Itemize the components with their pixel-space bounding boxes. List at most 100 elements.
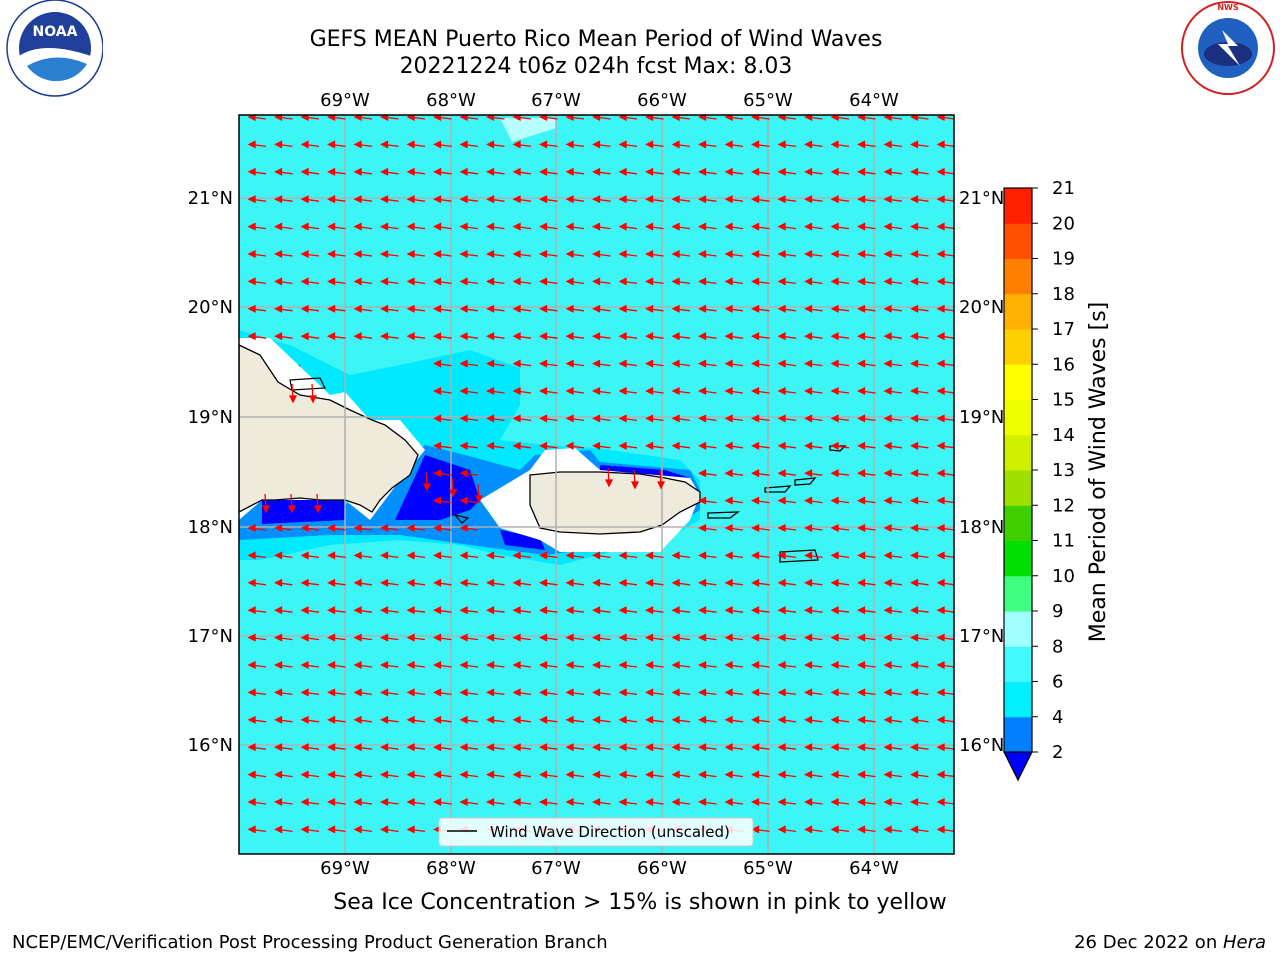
wave-direction-arrow — [327, 743, 346, 752]
wave-direction-arrow — [565, 277, 585, 286]
wave-direction-arrow — [380, 304, 399, 313]
wave-direction-arrow — [910, 304, 929, 313]
wave-direction-arrow — [353, 277, 373, 286]
wave-direction-arrow — [883, 825, 903, 834]
wave-direction-arrow — [274, 304, 293, 313]
wave-direction-arrow — [565, 633, 585, 642]
wave-direction-arrow — [857, 715, 876, 724]
lat-label: 17°N — [188, 626, 233, 647]
wave-direction-arrow — [698, 195, 717, 204]
wave-direction-arrow — [604, 467, 614, 488]
wave-direction-arrow — [830, 633, 850, 642]
wave-direction-arrow — [512, 578, 532, 587]
lat-labels-left: 21°N 20°N 19°N 18°N 17°N 16°N — [188, 188, 233, 756]
wave-direction-arrow — [910, 770, 929, 779]
wave-direction-arrow — [247, 277, 267, 286]
lon-label: 66°W — [637, 90, 687, 111]
wave-direction-arrow — [883, 578, 903, 587]
wave-direction-arrow — [645, 195, 664, 204]
wave-direction-arrow — [512, 606, 532, 615]
wave-direction-arrow — [565, 167, 585, 176]
wave-direction-arrow — [406, 523, 426, 533]
wave-direction-arrow — [565, 441, 585, 450]
wave-direction-arrow — [512, 359, 532, 368]
wave-direction-arrow — [592, 743, 611, 752]
colorbar-segment — [1004, 540, 1032, 577]
wave-direction-arrow — [287, 493, 297, 514]
wave-direction-arrow — [777, 167, 797, 176]
colorbar-segment — [1004, 399, 1032, 436]
wave-direction-arrow — [486, 551, 505, 560]
wave-direction-arrow — [777, 414, 797, 423]
wave-direction-arrow — [618, 222, 638, 231]
colorbar-tick-label: 15 — [1052, 390, 1075, 411]
wave-direction-arrow — [592, 715, 611, 724]
wave-direction-arrow — [406, 770, 426, 779]
wave-direction-arrow — [406, 688, 426, 697]
wave-direction-arrow — [645, 606, 664, 615]
wave-direction-arrow — [565, 688, 585, 697]
wave-direction-arrow — [592, 277, 611, 286]
wave-direction-arrow — [380, 743, 399, 752]
wave-direction-arrow — [327, 249, 346, 259]
wave-direction-arrow — [618, 277, 638, 286]
wave-direction-arrow — [300, 523, 320, 533]
wave-direction-arrow — [830, 222, 850, 231]
wave-direction-arrow — [777, 359, 797, 368]
wave-direction-arrow — [539, 715, 558, 724]
wave-direction-arrow — [751, 359, 770, 368]
wave-direction-arrow — [459, 660, 479, 670]
wave-direction-arrow — [247, 222, 267, 231]
wave-direction-arrow — [936, 715, 954, 724]
wave-direction-arrow — [247, 249, 267, 259]
tortola-island — [794, 477, 817, 486]
wave-direction-arrow — [751, 277, 770, 286]
wave-direction-arrow — [433, 332, 452, 341]
wave-direction-arrow — [433, 469, 452, 478]
wave-direction-arrow — [247, 551, 267, 560]
wave-direction-arrow — [512, 551, 532, 560]
wave-direction-arrow — [274, 715, 293, 724]
wave-direction-arrow — [448, 477, 458, 498]
wave-direction-arrow — [724, 167, 744, 176]
wave-direction-arrow — [539, 195, 558, 204]
wave-direction-arrow — [830, 386, 850, 396]
chart-title: GEFS MEAN Puerto Rico Mean Period of Win… — [309, 27, 883, 52]
wave-direction-arrow — [512, 249, 532, 259]
wave-direction-arrow — [724, 770, 744, 779]
wave-direction-arrow — [830, 332, 850, 341]
wave-direction-arrow — [724, 743, 744, 752]
wave-direction-arrow — [459, 386, 479, 396]
wave-direction-arrow — [751, 304, 770, 313]
colorbar-segment — [1004, 258, 1032, 295]
wave-direction-arrow — [724, 222, 744, 231]
zone-2s-south — [500, 530, 545, 550]
wave-direction-arrow — [936, 140, 954, 149]
wave-direction-arrow — [592, 578, 611, 587]
wave-direction-arrow — [300, 578, 320, 587]
wave-direction-arrow — [777, 140, 797, 149]
wave-direction-arrow — [936, 469, 954, 478]
wave-direction-arrow — [777, 304, 797, 313]
wave-direction-arrow — [247, 332, 267, 341]
colorbar-label: Mean Period of Wind Waves [s] — [1086, 302, 1111, 642]
wave-direction-arrow — [274, 167, 293, 176]
wave-direction-arrow — [645, 304, 664, 313]
wave-direction-arrow — [618, 140, 638, 149]
wave-direction-arrow — [512, 332, 532, 341]
wave-direction-arrow — [804, 469, 823, 478]
wave-direction-arrow — [804, 441, 823, 450]
wave-direction-arrow — [459, 222, 479, 231]
wave-direction-arrow — [380, 277, 399, 286]
lat-label: 19°N — [959, 407, 1004, 428]
wave-direction-arrow — [857, 195, 876, 204]
wave-direction-arrow — [300, 660, 320, 670]
wave-direction-arrow — [539, 633, 558, 642]
wave-direction-arrow — [910, 496, 929, 505]
wave-direction-arrow — [512, 277, 532, 286]
wave-direction-arrow — [830, 359, 850, 368]
wave-direction-arrow — [936, 825, 954, 834]
wave-direction-arrow — [804, 496, 823, 505]
wave-direction-arrow — [592, 332, 611, 341]
wave-direction-arrow — [777, 770, 797, 779]
